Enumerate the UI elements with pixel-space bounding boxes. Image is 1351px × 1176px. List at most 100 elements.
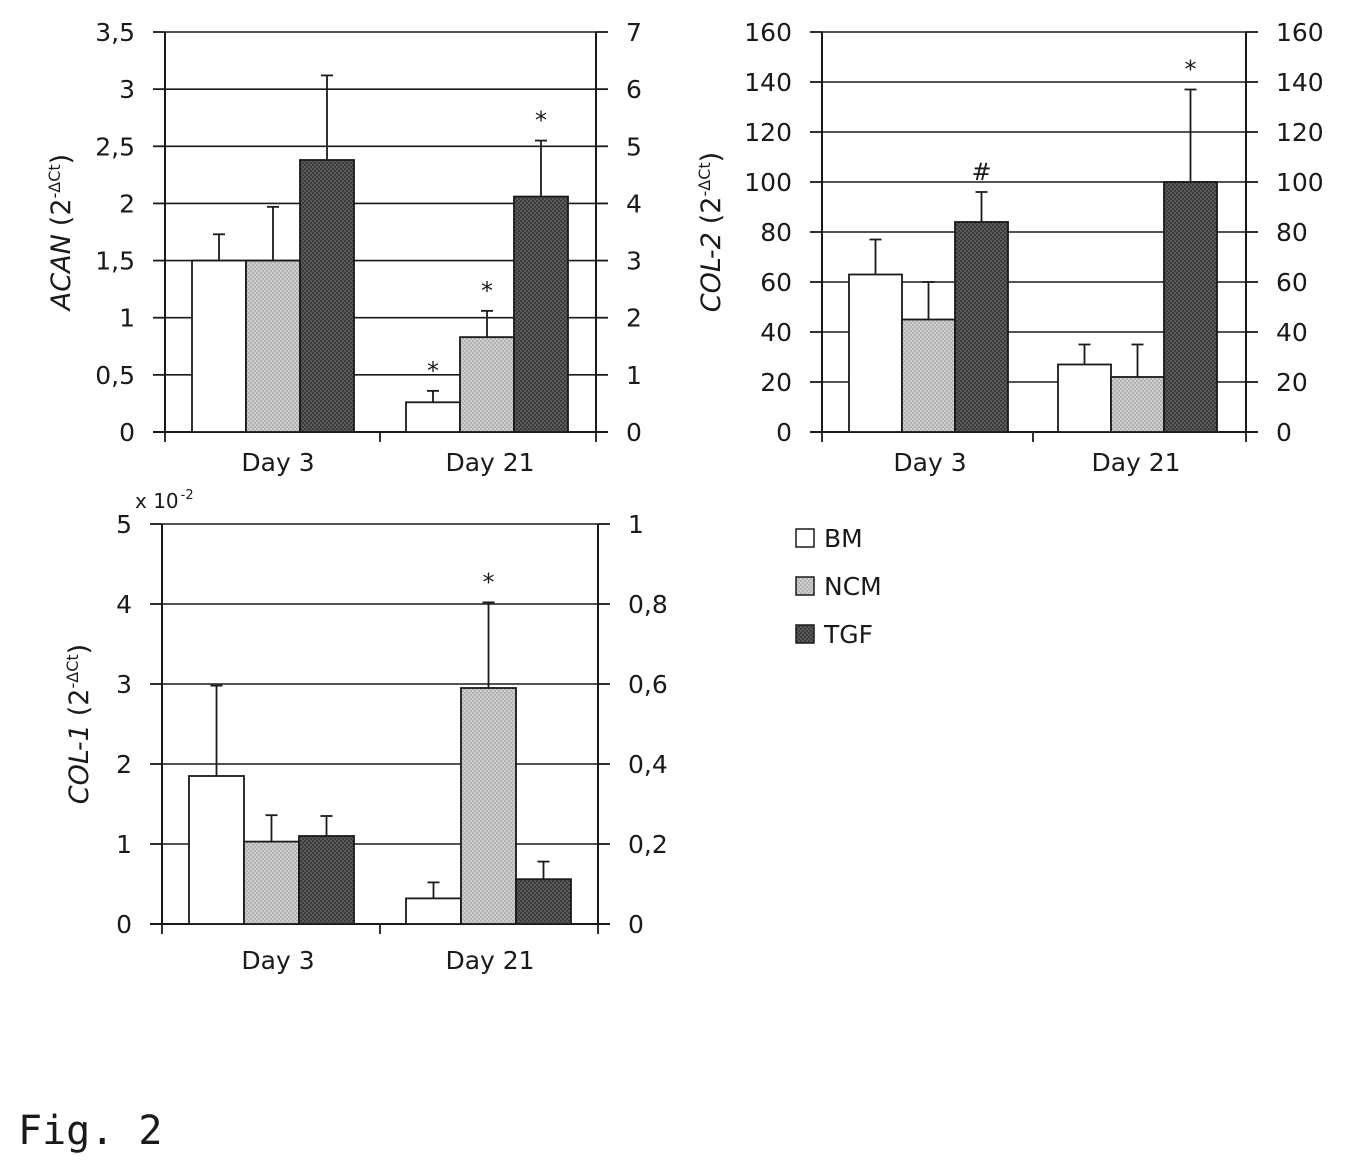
bar-ncm-day21 [460, 687, 517, 925]
y2-tick-label: 140 [1276, 68, 1324, 97]
y-axis-label-gene: ACAN [46, 234, 77, 312]
bar-tgf-day21 [1163, 181, 1218, 433]
bar-tgf-day21 [515, 878, 572, 925]
figure-label: Fig. 2 [18, 1108, 163, 1154]
axis-multiplier: x 10 -2 [135, 488, 194, 513]
significance-marker: * [427, 357, 439, 385]
x-category-label: Day 3 [241, 946, 314, 975]
bar-bm-day21 [1057, 363, 1112, 433]
y2-tick-label: 6 [626, 75, 642, 104]
y2-tick-label: 20 [1276, 368, 1308, 397]
bar-tgf-day21 [513, 195, 569, 433]
y2-tick-label: 5 [626, 132, 642, 161]
y-tick-label: 4 [116, 590, 132, 619]
bar-ncm-day3 [245, 259, 301, 433]
y2-tick-label: 1 [628, 510, 644, 539]
y2-tick-label: 1 [626, 361, 642, 390]
bar-ncm-day21 [1110, 376, 1165, 433]
y-tick-label: 20 [760, 368, 792, 397]
y-tick-label: 0 [116, 910, 132, 939]
y2-tick-label: 100 [1276, 168, 1324, 197]
y2-tick-label: 160 [1276, 18, 1324, 47]
significance-marker: # [971, 158, 991, 186]
y-axis-label-sup: -ΔCt [695, 162, 714, 196]
x-category-label: Day 21 [445, 448, 534, 477]
legend-swatch-bm [795, 528, 815, 548]
y2-tick-label: 0,4 [628, 750, 668, 779]
legend: BM NCM TGF [795, 524, 882, 649]
y-tick-label: 40 [760, 318, 792, 347]
y2-tick-label: 60 [1276, 268, 1308, 297]
y-tick-label: 1,5 [95, 247, 135, 276]
y-tick-label: 100 [744, 168, 792, 197]
x-category-label: Day 21 [445, 946, 534, 975]
significance-marker: * [1185, 56, 1197, 84]
bar-tgf-day3 [299, 159, 355, 433]
col2-chart: 0 20 40 60 80 100 120 140 160 0 20 40 60 80 100 120 140 1… [695, 18, 1324, 477]
legend-label-tgf: TGF [823, 620, 873, 649]
bar-bm-day21 [405, 401, 461, 433]
bar-ncm-day3 [901, 318, 956, 433]
y-tick-label: 3 [116, 670, 132, 699]
y-tick-label: 0 [119, 418, 135, 447]
significance-marker: * [481, 277, 493, 305]
y-axis-label-close: ) [64, 644, 95, 655]
y2-tick-label: 2 [626, 304, 642, 333]
bar-bm-day3 [188, 775, 245, 925]
x-category-label: Day 21 [1091, 448, 1180, 477]
y-axis-label: COL-1 (2-ΔCt) [63, 644, 95, 804]
significance-marker: * [483, 568, 495, 596]
y-tick-label: 2,5 [95, 132, 135, 161]
y-axis-label-close: ) [696, 152, 727, 163]
bar-ncm-day3 [243, 840, 300, 925]
y-axis-label-gene: COL-1 [64, 724, 95, 804]
y2-tick-label: 3 [626, 247, 642, 276]
y2-tick-label: 80 [1276, 218, 1308, 247]
y2-tick-label: 0,2 [628, 830, 668, 859]
y-tick-label: 3,5 [95, 18, 135, 47]
y-axis-label-sup: -ΔCt [45, 164, 64, 198]
y-tick-label: 3 [119, 75, 135, 104]
y-tick-label: 0 [776, 418, 792, 447]
legend-label-bm: BM [824, 524, 863, 553]
y-tick-label: 2 [119, 189, 135, 218]
y2-tick-label: 0 [628, 910, 644, 939]
y-tick-label: 160 [744, 18, 792, 47]
acan-chart: 0 0,5 1 1,5 2 2,5 3 3,5 0 1 2 3 4 5 6 7 Day 3 Day 21 * * * AC… [45, 18, 642, 477]
y-tick-label: 1 [116, 830, 132, 859]
y-axis-label-close: ) [46, 154, 77, 165]
axis-multiplier-exp: -2 [181, 488, 194, 503]
y-tick-label: 120 [744, 118, 792, 147]
y-axis-label-unit: (2 [64, 689, 95, 717]
bar-bm-day3 [191, 259, 247, 433]
bar-bm-day3 [848, 273, 903, 433]
y2-tick-label: 7 [626, 18, 642, 47]
legend-label-ncm: NCM [824, 572, 882, 601]
axis-multiplier-base: x 10 [135, 489, 179, 513]
y-tick-label: 0,5 [95, 361, 135, 390]
bar-ncm-day21 [459, 336, 515, 433]
legend-swatch-ncm [795, 576, 815, 596]
x-category-label: Day 3 [241, 448, 314, 477]
x-category-label: Day 3 [893, 448, 966, 477]
y-tick-label: 60 [760, 268, 792, 297]
y-axis-label-sup: -ΔCt [63, 654, 82, 688]
y-axis-label: ACAN (2-ΔCt) [45, 154, 77, 312]
y-axis-label-unit: (2 [46, 199, 77, 227]
y2-tick-label: 40 [1276, 318, 1308, 347]
bar-tgf-day3 [954, 221, 1009, 433]
y-tick-label: 1 [119, 304, 135, 333]
bar-tgf-day3 [298, 835, 355, 925]
y-tick-label: 80 [760, 218, 792, 247]
y2-tick-label: 0,8 [628, 590, 668, 619]
legend-swatch-tgf [795, 624, 815, 644]
y-tick-label: 2 [116, 750, 132, 779]
y-tick-label: 5 [116, 510, 132, 539]
y-axis-label-unit: (2 [696, 197, 727, 225]
y2-tick-label: 0 [1276, 418, 1292, 447]
y2-tick-label: 4 [626, 189, 642, 218]
y-tick-label: 140 [744, 68, 792, 97]
y2-tick-label: 0,6 [628, 670, 668, 699]
y2-tick-label: 120 [1276, 118, 1324, 147]
